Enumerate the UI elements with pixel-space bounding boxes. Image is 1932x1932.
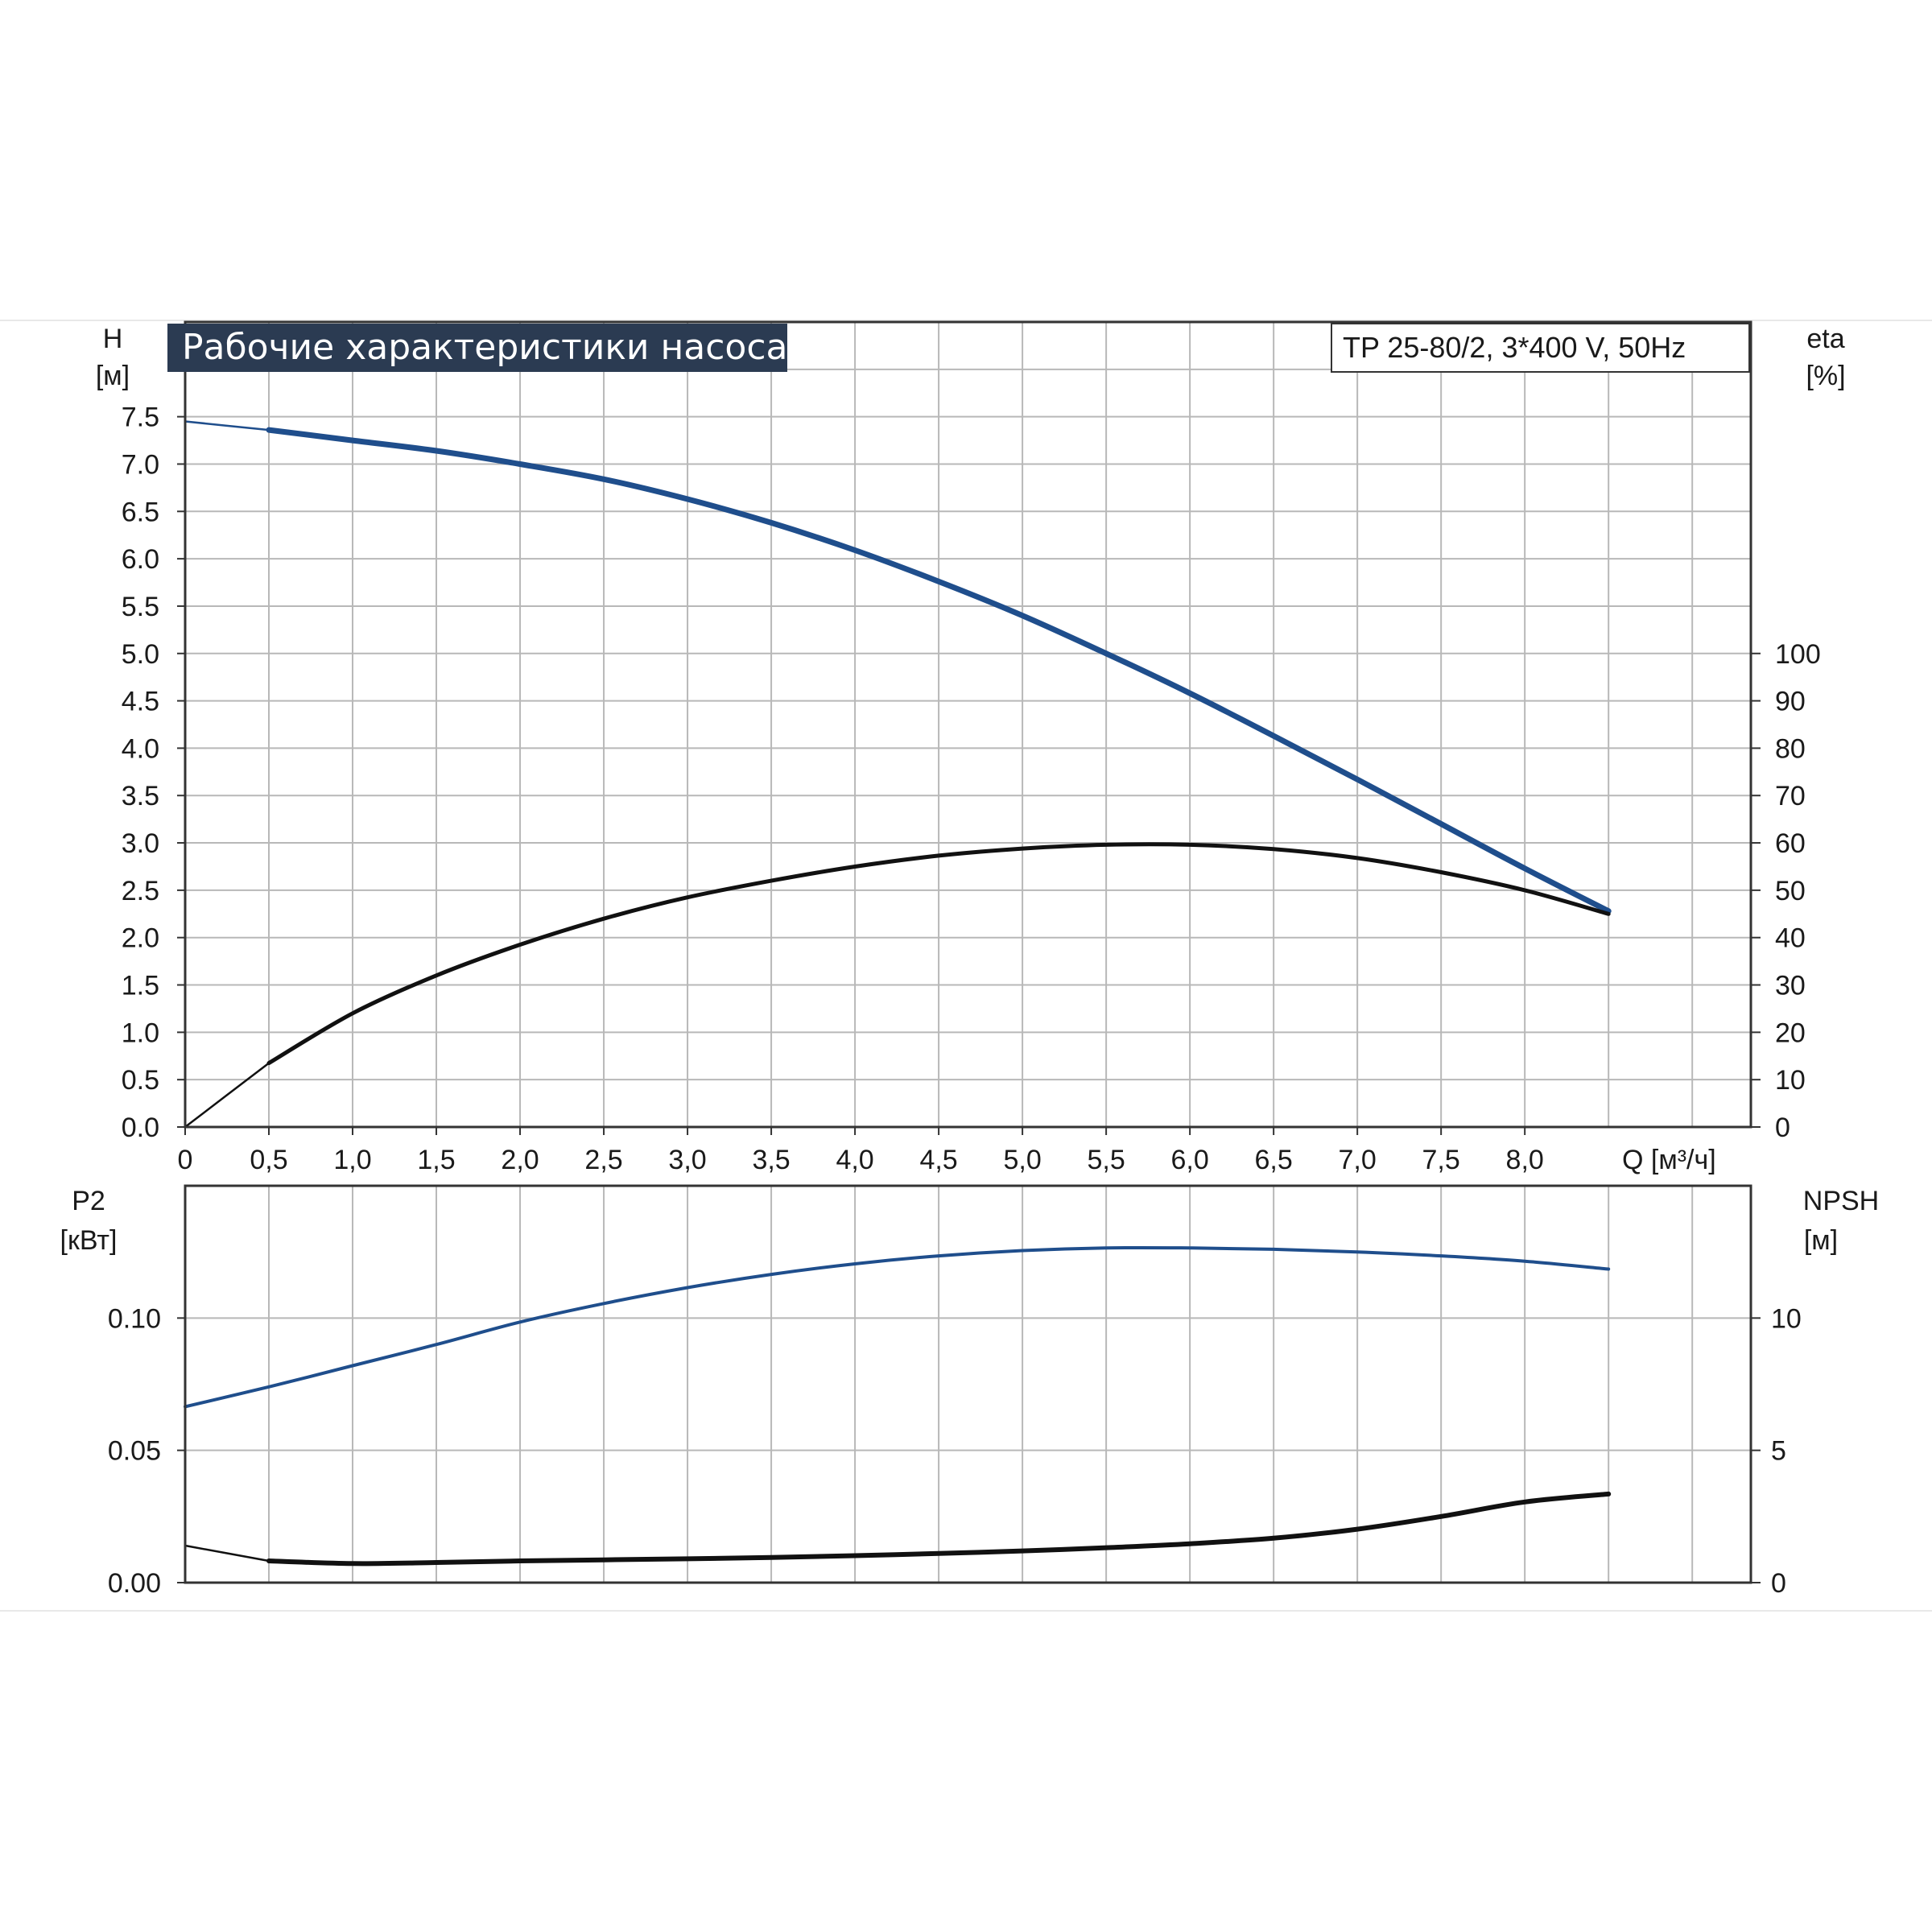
h-tick-label: 7.5 [122,402,159,433]
h-tick-label: 3.0 [122,828,159,859]
lower-tick-labels: 0.00 0.05 0.10 0 5 10 [108,1303,1802,1599]
npsh-axis-label: NPSH [1803,1186,1879,1216]
model-box [1331,323,1750,373]
eta-tick-label: 50 [1775,876,1806,906]
p2-curve [184,1245,1611,1409]
npsh-curve [266,1491,1612,1567]
eta-tick-label: 40 [1775,923,1806,954]
x-tick-label: 1,0 [333,1145,371,1175]
title-box [167,324,787,372]
h-tick-label: 0.5 [122,1065,159,1096]
h-curve-start [184,420,270,431]
h-tick-label: 7.0 [122,449,159,480]
x-tick-label: 5,5 [1087,1145,1125,1175]
p2-tick-label: 0.05 [108,1436,161,1467]
eta-tick-label: 90 [1775,687,1806,717]
upper-tick-labels: 0 0,5 1,0 1,5 2,0 2,5 3,0 3,5 4,0 4,5 5,0 5,5 6,0 6,5… [122,402,1821,1175]
lower-series [184,1245,1612,1567]
h-tick-label: 6.5 [122,497,159,527]
eta-axis-unit: [%] [1806,361,1845,391]
p2-axis-label: P2 [72,1186,105,1216]
x-tick-label: 7,5 [1422,1145,1460,1175]
upper-series [184,420,1612,1128]
h-tick-label: 5.5 [122,592,159,622]
eta-axis-label: eta [1806,324,1844,354]
eta-tick-label: 30 [1775,971,1806,1001]
h-curve [266,427,1612,914]
x-tick-label: 2,0 [501,1145,539,1175]
x-tick-label: 0 [178,1145,193,1175]
eta-tick-label: 0 [1775,1113,1790,1143]
eta-tick-label: 100 [1775,639,1821,670]
p2-tick-label: 0.10 [108,1303,161,1334]
x-tick-label: 5,0 [1003,1145,1041,1175]
lower-plot-frame [184,1184,1752,1584]
pump-model-label: TP 25-80/2, 3*400 V, 50Hz [1343,331,1686,364]
h-tick-label: 1.0 [122,1018,159,1048]
eta-tick-label: 80 [1775,733,1806,764]
p2-axis-unit: [кВт] [60,1225,118,1256]
h-tick-label: 6.0 [122,544,159,575]
x-tick-label: 8,0 [1506,1145,1544,1175]
upper-grid [179,322,1751,1127]
x-tick-label: 6,0 [1170,1145,1208,1175]
h-tick-label: 4.5 [122,687,159,717]
eta-tick-label: 10 [1775,1065,1806,1096]
h-tick-label: 3.5 [122,781,159,811]
x-tick-label: 1,5 [417,1145,455,1175]
x-tick-label: 4,5 [919,1145,957,1175]
h-tick-label: 1.5 [122,971,159,1001]
npsh-tick-label: 10 [1771,1303,1802,1334]
npsh-curve-start [184,1544,270,1563]
lower-grid [185,1186,1751,1583]
upper-plot-frame [184,320,1752,1129]
x-tick-label: 3,5 [752,1145,790,1175]
npsh-axis-unit: [м] [1804,1225,1838,1256]
x-tick-label: 0,5 [250,1145,287,1175]
eta-curve-start [184,1062,270,1128]
h-tick-label: 4.0 [122,733,159,764]
h-tick-label: 0.0 [122,1113,159,1143]
h-tick-label: 5.0 [122,639,159,670]
p2-tick-label: 0.00 [108,1568,161,1599]
h-axis-label: H [103,324,123,354]
x-tick-label: 3,0 [668,1145,706,1175]
eta-curve [266,842,1611,1066]
x-tick-label: 2,5 [584,1145,622,1175]
x-tick-label: 7,0 [1339,1145,1377,1175]
h-tick-label: 2.5 [122,876,159,906]
x-tick-label: 6,5 [1255,1145,1293,1175]
h-axis-unit: [м] [96,361,130,391]
q-axis-label: Q [м³/ч] [1622,1145,1716,1175]
h-tick-label: 2.0 [122,923,159,954]
x-tick-label: 4,0 [836,1145,873,1175]
eta-tick-label: 70 [1775,781,1806,811]
npsh-tick-label: 0 [1771,1568,1786,1599]
npsh-tick-label: 5 [1771,1436,1786,1467]
eta-tick-label: 20 [1775,1018,1806,1048]
chart-title: Рабочие характеристики насоса [182,327,787,368]
eta-tick-label: 60 [1775,828,1806,859]
